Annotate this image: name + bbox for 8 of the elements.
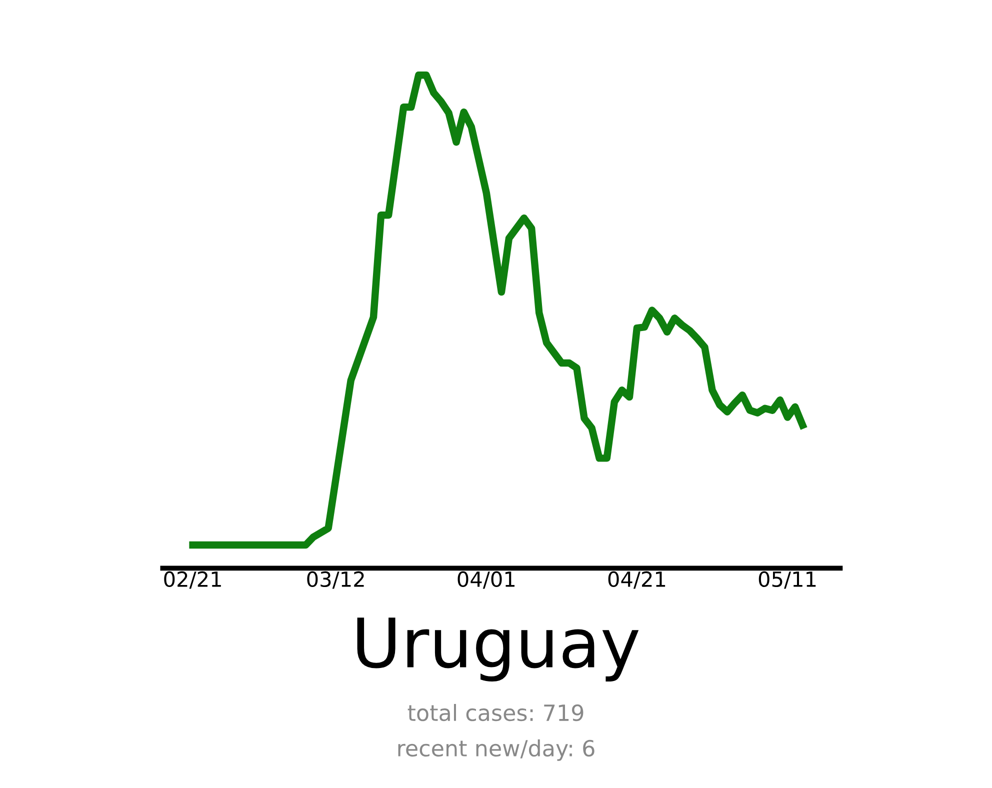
text: Uruguay: [357, 618, 639, 682]
x-tick-label: 03/12: [307, 571, 364, 589]
x-tick-label: 04/21: [608, 571, 666, 589]
text: recent new/day: 6: [398, 739, 594, 761]
x-tick-label: 05/11: [758, 571, 816, 589]
x-tick-label: 04/01: [458, 571, 514, 589]
text: total cases: 719: [408, 704, 584, 722]
x-tick-label: 02/21: [164, 571, 221, 589]
